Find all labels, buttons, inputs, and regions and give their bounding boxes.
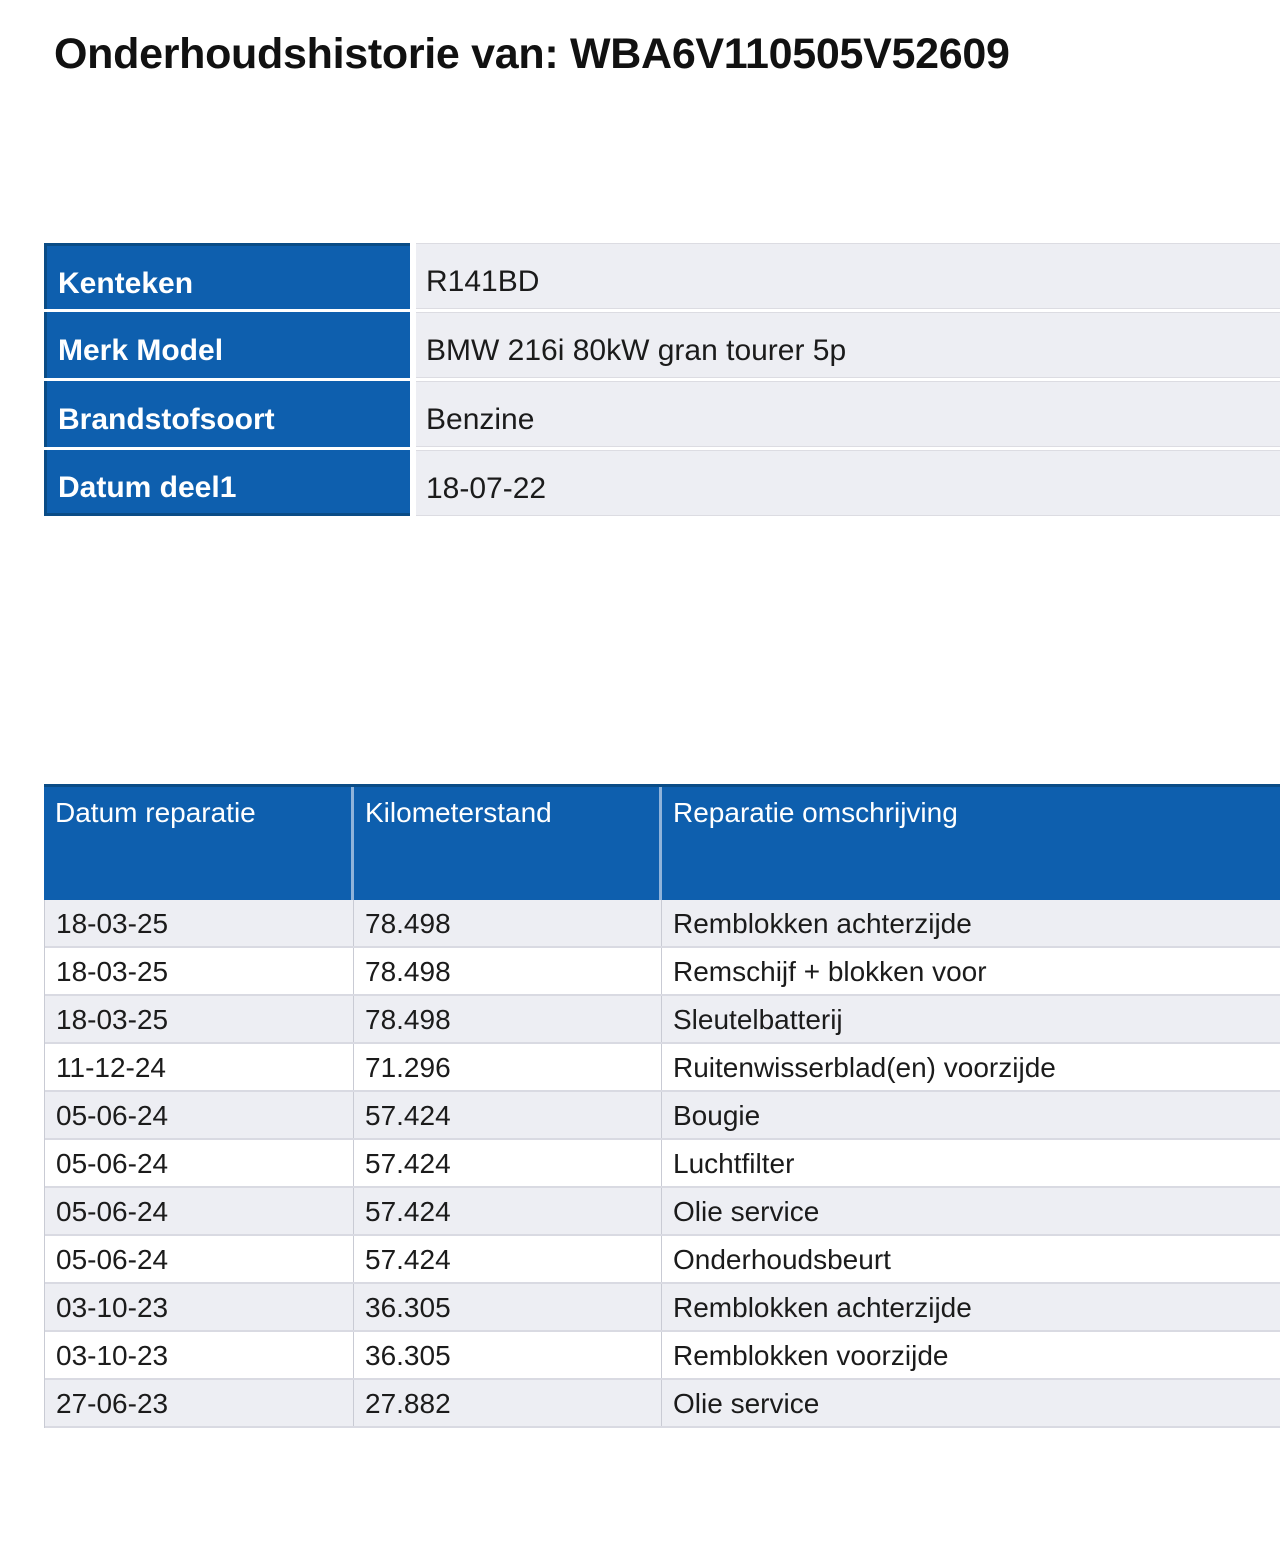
table-row: 05-06-24 57.424 Onderhoudsbeurt <box>45 1236 1280 1284</box>
repair-km-cell: 78.498 <box>354 996 662 1042</box>
header-cell-reparatie-omschrijving: Reparatie omschrijving <box>673 797 958 828</box>
table-row: 18-03-25 78.498 Remschijf + blokken voor <box>45 948 1280 996</box>
repair-date-cell: 27-06-23 <box>45 1380 354 1426</box>
repair-history-table: Datum reparatie Kilometerstand Reparatie… <box>44 784 1280 1428</box>
vehicle-info-label: Merk Model <box>44 312 410 378</box>
table-row: 18-03-25 78.498 Sleutelbatterij <box>45 996 1280 1044</box>
repair-description-cell: Bougie <box>673 1100 761 1131</box>
repair-km-cell: 57.424 <box>354 1140 662 1186</box>
header-cell-datum-reparatie: Datum reparatie <box>44 787 354 900</box>
repair-date-cell: 18-03-25 <box>45 948 354 994</box>
table-row: 05-06-24 57.424 Olie service <box>45 1188 1280 1236</box>
repair-description-cell: Ruitenwisserblad(en) voorzijde <box>673 1052 1056 1083</box>
repair-description-cell: Olie service <box>673 1196 820 1227</box>
repair-date-cell: 05-06-24 <box>45 1236 354 1282</box>
repair-km-cell: 78.498 <box>354 900 662 946</box>
repair-km-cell: 57.424 <box>354 1236 662 1282</box>
vehicle-info-row: Datum deel1 18-07-22 <box>44 450 1280 516</box>
table-row: 05-06-24 57.424 Luchtfilter <box>45 1140 1280 1188</box>
vehicle-info-value: Benzine <box>416 381 1280 447</box>
repair-km-cell: 36.305 <box>354 1284 662 1330</box>
repair-description-cell: Remblokken achterzijde <box>673 1292 972 1323</box>
repair-table-body: 18-03-25 78.498 Remblokken achterzijde 1… <box>44 900 1280 1428</box>
repair-description-cell: Sleutelbatterij <box>673 1004 843 1035</box>
repair-date-cell: 05-06-24 <box>45 1188 354 1234</box>
repair-date-cell: 05-06-24 <box>45 1092 354 1138</box>
page-title: Onderhoudshistorie van: WBA6V110505V5260… <box>54 30 1010 78</box>
repair-description-cell: Luchtfilter <box>673 1148 795 1179</box>
repair-date-cell: 18-03-25 <box>45 900 354 946</box>
repair-date-cell: 18-03-25 <box>45 996 354 1042</box>
repair-description-cell: Onderhoudsbeurt <box>673 1244 891 1275</box>
repair-date-cell: 05-06-24 <box>45 1140 354 1186</box>
table-row: 18-03-25 78.498 Remblokken achterzijde <box>45 900 1280 948</box>
header-cell-kilometerstand: Kilometerstand <box>354 787 662 900</box>
vehicle-info-value: 18-07-22 <box>416 450 1280 516</box>
table-row: 11-12-24 71.296 Ruitenwisserblad(en) voo… <box>45 1044 1280 1092</box>
repair-description-cell: Remblokken voorzijde <box>673 1340 949 1371</box>
repair-km-cell: 36.305 <box>354 1332 662 1378</box>
repair-km-cell: 27.882 <box>354 1380 662 1426</box>
vehicle-info-row: Brandstofsoort Benzine <box>44 381 1280 447</box>
repair-date-cell: 03-10-23 <box>45 1284 354 1330</box>
vehicle-info-row: Merk Model BMW 216i 80kW gran tourer 5p <box>44 312 1280 378</box>
vehicle-info-value: BMW 216i 80kW gran tourer 5p <box>416 312 1280 378</box>
repair-description-cell: Remblokken achterzijde <box>673 908 972 939</box>
vehicle-info-label: Brandstofsoort <box>44 381 410 447</box>
vehicle-info-table: Kenteken R141BD Merk Model BMW 216i 80kW… <box>44 243 1280 519</box>
table-row: 27-06-23 27.882 Olie service <box>45 1380 1280 1428</box>
repair-description-cell: Remschijf + blokken voor <box>673 956 987 987</box>
vehicle-info-row: Kenteken R141BD <box>44 243 1280 309</box>
repair-km-cell: 78.498 <box>354 948 662 994</box>
vehicle-info-value: R141BD <box>416 243 1280 309</box>
table-row: 05-06-24 57.424 Bougie <box>45 1092 1280 1140</box>
repair-date-cell: 11-12-24 <box>45 1044 354 1090</box>
repair-description-cell: Olie service <box>673 1388 820 1419</box>
repair-km-cell: 71.296 <box>354 1044 662 1090</box>
repair-table-header-row: Datum reparatie Kilometerstand Reparatie… <box>44 784 1280 900</box>
table-row: 03-10-23 36.305 Remblokken achterzijde <box>45 1284 1280 1332</box>
repair-date-cell: 03-10-23 <box>45 1332 354 1378</box>
table-row: 03-10-23 36.305 Remblokken voorzijde <box>45 1332 1280 1380</box>
repair-km-cell: 57.424 <box>354 1188 662 1234</box>
repair-km-cell: 57.424 <box>354 1092 662 1138</box>
vehicle-info-label: Kenteken <box>44 243 410 309</box>
vehicle-info-label: Datum deel1 <box>44 450 410 516</box>
